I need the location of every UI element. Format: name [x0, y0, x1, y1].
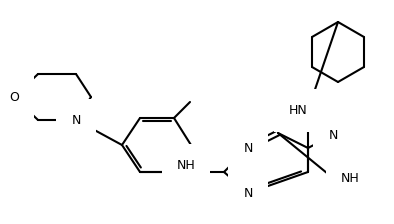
- Text: N: N: [243, 142, 253, 155]
- Text: N: N: [328, 129, 338, 142]
- Text: N: N: [243, 187, 253, 200]
- Text: O: O: [9, 90, 19, 103]
- Text: NH: NH: [341, 172, 360, 185]
- Text: NH: NH: [177, 159, 195, 172]
- Text: N: N: [71, 114, 81, 127]
- Text: HN: HN: [289, 103, 307, 116]
